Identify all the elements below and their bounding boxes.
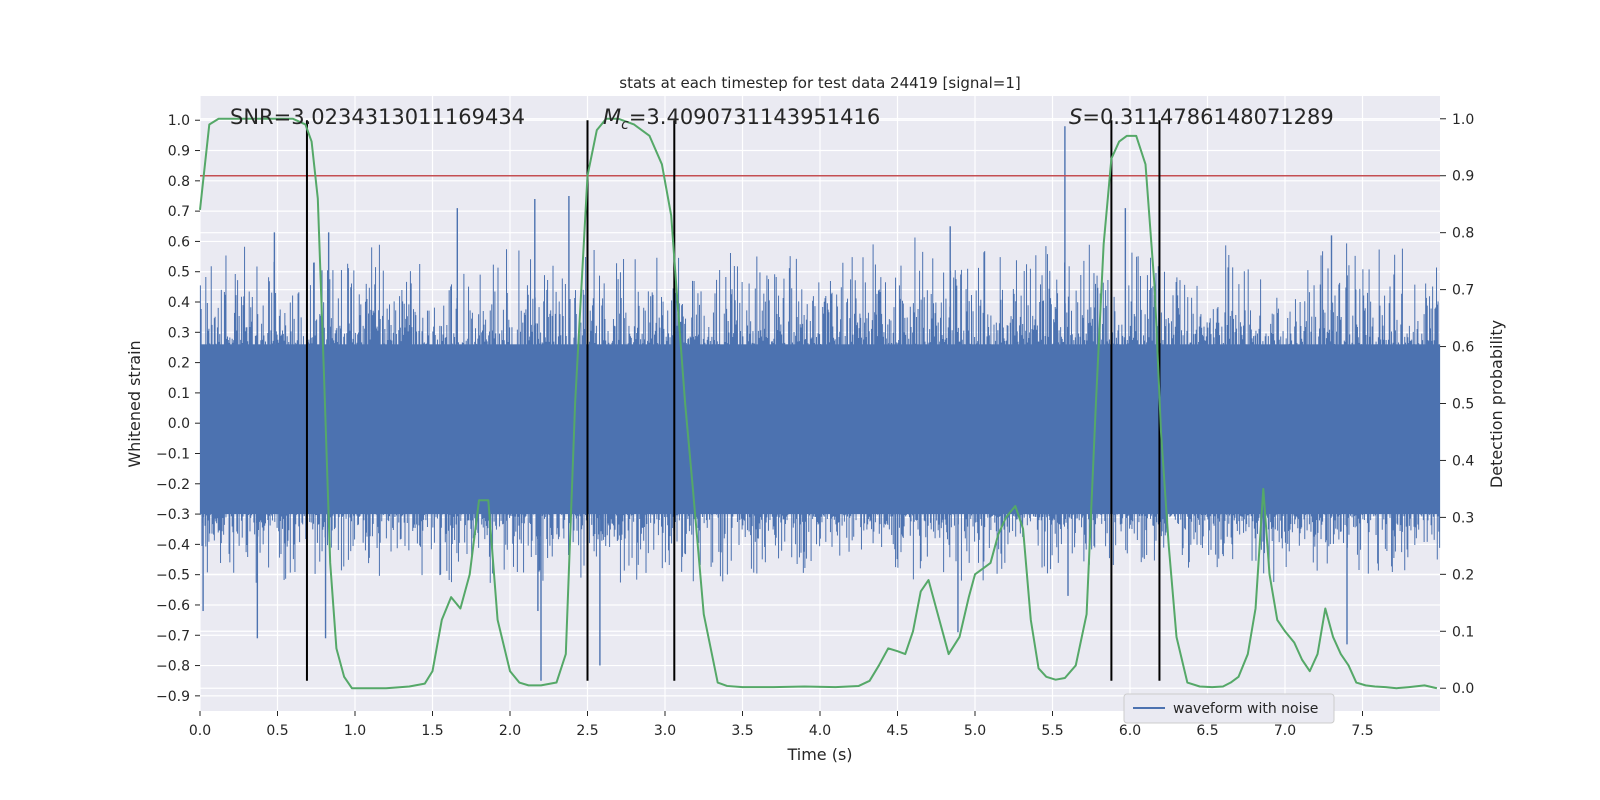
y-left-tick-label: 1.0 [168, 113, 190, 129]
waveform-series [199, 126, 1441, 681]
s-annotation: S=0.3114786148071289 [1069, 105, 1334, 129]
y-left-tick-label: 0.8 [168, 174, 190, 190]
x-tick-label: 5.0 [964, 723, 986, 739]
y-left-tick-label: −0.7 [156, 628, 190, 644]
y-left-tick-label: 0.9 [168, 144, 190, 160]
y-left-axis-ticks: 1.0 0.9 0.8 0.7 0.6 0.5 0.4 0.3 0.2 0.1 0.0 −0.1 −0.… [156, 113, 200, 705]
y-left-tick-label: −0.4 [156, 537, 190, 553]
x-tick-label: 0.0 [189, 723, 211, 739]
x-tick-label: 6.0 [1119, 723, 1141, 739]
probability-line [199, 117, 1438, 690]
waveform-line [199, 237, 1441, 583]
y-left-tick-label: −0.5 [156, 568, 190, 584]
y-left-tick-label: −0.1 [156, 446, 190, 462]
y-right-tick-label: 0.6 [1452, 340, 1474, 356]
y-left-tick-label: 0.2 [168, 356, 190, 372]
y-left-tick-label: −0.8 [156, 659, 190, 675]
x-tick-label: 3.0 [654, 723, 676, 739]
legend-label-waveform: waveform with noise [1173, 701, 1318, 717]
y-left-tick-label: 0.1 [168, 386, 190, 402]
y-right-tick-label: 0.1 [1452, 624, 1474, 640]
snr-annotation: SNR=3.0234313011169434 [230, 105, 525, 129]
x-tick-label: 2.5 [576, 723, 598, 739]
y-right-tick-label: 0.9 [1452, 169, 1474, 185]
s-symbol: S [1069, 105, 1082, 129]
y-right-tick-label: 0.5 [1452, 397, 1474, 413]
chart-title: stats at each timestep for test data 244… [619, 74, 1020, 92]
y-left-tick-label: 0.6 [168, 234, 190, 250]
s-value: =0.3114786148071289 [1082, 105, 1333, 129]
x-tick-label: 6.5 [1196, 723, 1218, 739]
y-right-axis-ticks: 1.0 0.9 0.8 0.7 0.6 0.5 0.4 0.3 0.2 0.1 0.0 [1440, 112, 1474, 697]
y-left-tick-label: 0.0 [168, 416, 190, 432]
y-left-tick-label: −0.3 [156, 507, 190, 523]
x-tick-label: 7.0 [1274, 723, 1296, 739]
y-right-tick-label: 0.7 [1452, 283, 1474, 299]
probability-series [199, 117, 1438, 690]
y-right-tick-label: 0.2 [1452, 567, 1474, 583]
x-tick-label: 0.5 [266, 723, 288, 739]
y-left-tick-label: 0.7 [168, 204, 190, 220]
mc-annotation: Mc=3.4090731143951416 [603, 105, 880, 133]
x-tick-label: 1.5 [421, 723, 443, 739]
mc-subscript: c [621, 117, 629, 133]
x-axis-label: Time (s) [786, 745, 852, 764]
x-tick-label: 4.0 [809, 723, 831, 739]
x-tick-label: 1.0 [344, 723, 366, 739]
legend: waveform with noise [1123, 693, 1335, 724]
mc-value: =3.4090731143951416 [629, 105, 880, 129]
y-left-tick-label: 0.4 [168, 295, 190, 311]
y-right-tick-label: 0.8 [1452, 226, 1474, 242]
y-left-axis-label: Whitened strain [125, 340, 144, 467]
y-right-tick-label: 0.3 [1452, 510, 1474, 526]
x-tick-label: 5.5 [1041, 723, 1063, 739]
x-tick-label: 3.5 [731, 723, 753, 739]
y-left-tick-label: −0.6 [156, 598, 190, 614]
y-left-tick-label: −0.2 [156, 477, 190, 493]
y-right-tick-label: 1.0 [1452, 112, 1474, 128]
x-tick-label: 2.0 [499, 723, 521, 739]
y-right-tick-label: 0.0 [1452, 681, 1474, 697]
y-right-tick-label: 0.4 [1452, 453, 1474, 469]
y-left-tick-label: −0.9 [156, 689, 190, 705]
x-tick-label: 7.5 [1351, 723, 1373, 739]
x-tick-label: 4.5 [886, 723, 908, 739]
y-left-tick-label: 0.3 [168, 325, 190, 341]
y-left-tick-label: 0.5 [168, 265, 190, 281]
y-right-axis-label: Detection probability [1487, 320, 1506, 488]
mc-symbol: M [603, 105, 621, 129]
legend-box [1123, 693, 1335, 724]
